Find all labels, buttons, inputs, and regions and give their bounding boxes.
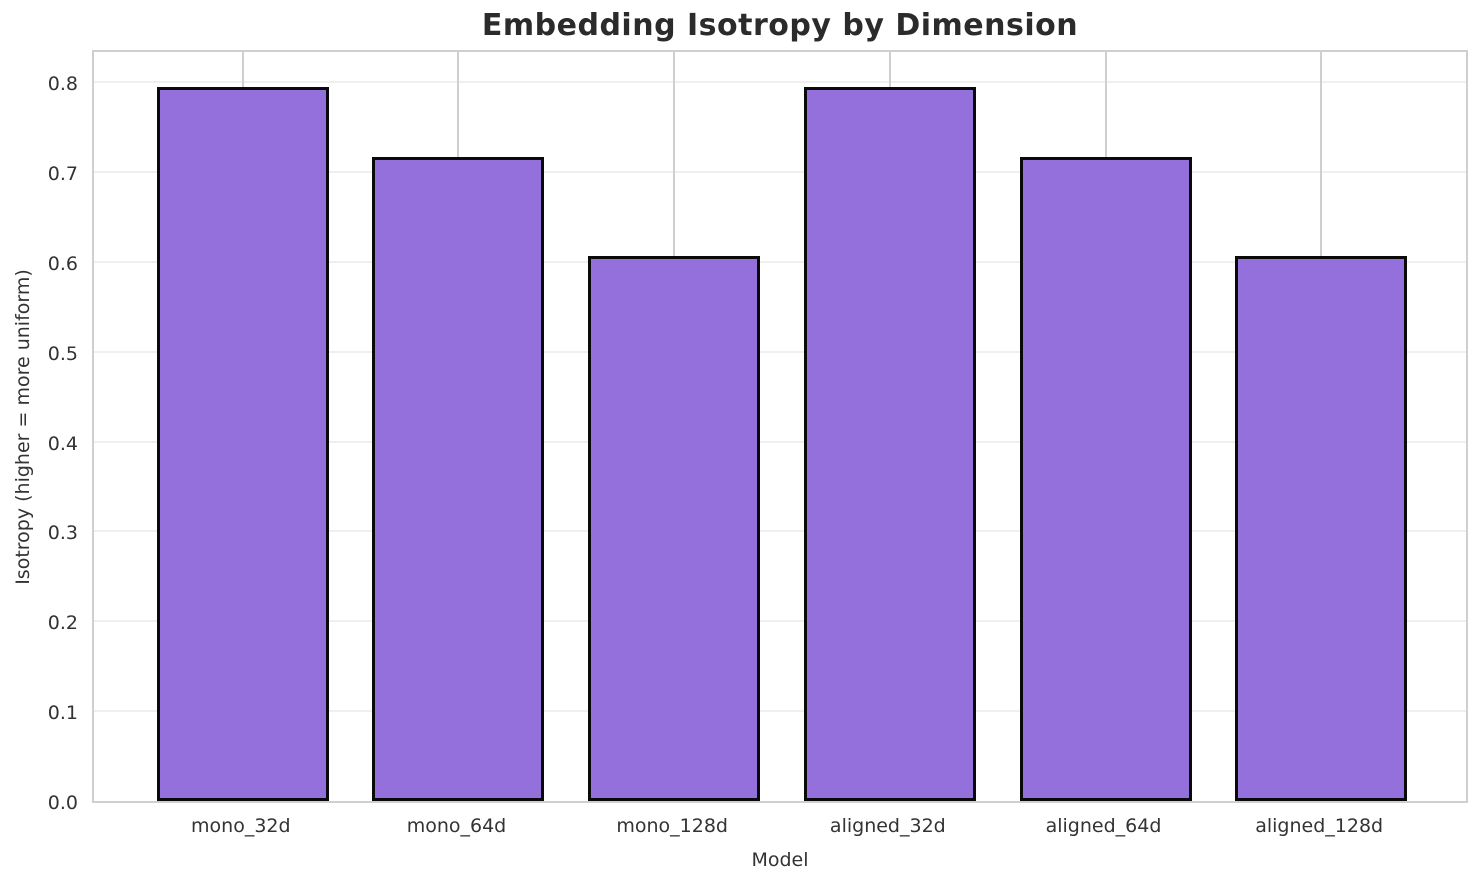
x-tick-label-mono_128d: mono_128d bbox=[616, 815, 728, 837]
y-tick-label-0.1: 0.1 bbox=[47, 702, 78, 725]
x-tick-label-aligned_32d: aligned_32d bbox=[829, 815, 946, 837]
bar-aligned_32d bbox=[803, 86, 976, 801]
y-tick-label-0.4: 0.4 bbox=[47, 432, 78, 455]
y-tick-label-0.3: 0.3 bbox=[47, 522, 78, 545]
y-tick-label-0.2: 0.2 bbox=[47, 612, 78, 635]
bar-mono_128d bbox=[588, 256, 761, 801]
x-tick-label-mono_64d: mono_64d bbox=[406, 815, 507, 837]
plot-area bbox=[92, 50, 1468, 803]
y-tick-label-0.8: 0.8 bbox=[47, 73, 78, 96]
x-tick-label-aligned_128d: aligned_128d bbox=[1255, 815, 1384, 837]
x-axis-label: Model bbox=[751, 849, 809, 871]
x-tick-label-aligned_64d: aligned_64d bbox=[1045, 815, 1162, 837]
y-tick-label-0.0: 0.0 bbox=[47, 792, 78, 814]
chart-title: Embedding Isotropy by Dimension bbox=[481, 8, 1079, 43]
bar-mono_32d bbox=[156, 86, 329, 801]
gridline-y-0.8 bbox=[94, 81, 1466, 84]
bar-mono_64d bbox=[372, 156, 545, 801]
x-tick-label-mono_32d: mono_32d bbox=[191, 815, 291, 837]
bar-aligned_128d bbox=[1235, 256, 1408, 801]
y-tick-label-0.6: 0.6 bbox=[47, 252, 78, 275]
y-tick-label-0.7: 0.7 bbox=[47, 163, 78, 185]
y-tick-label-0.5: 0.5 bbox=[47, 342, 78, 365]
bar-aligned_64d bbox=[1019, 156, 1192, 801]
